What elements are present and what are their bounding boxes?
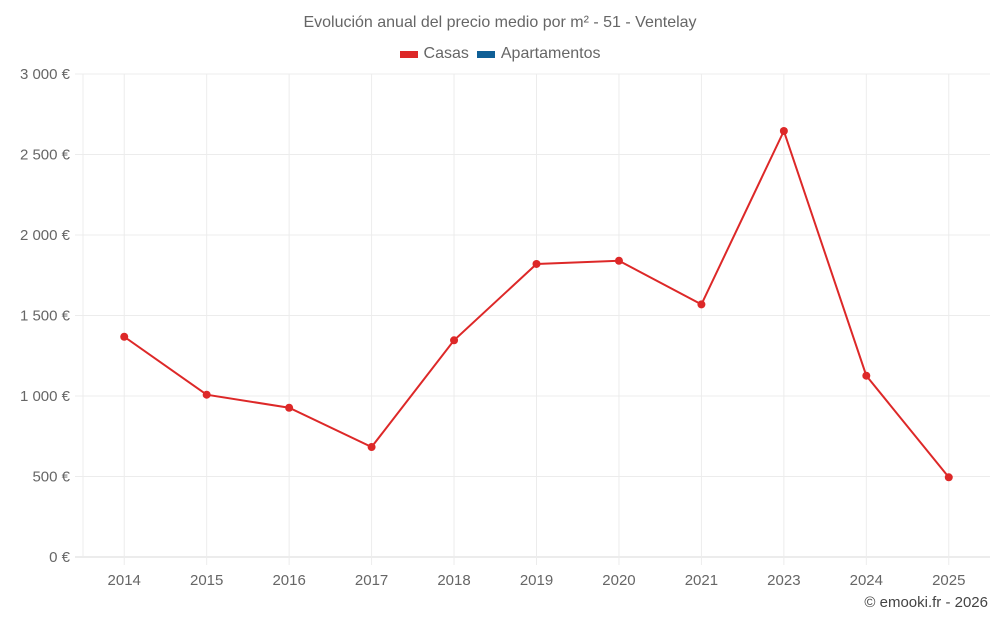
series-casas	[120, 126, 953, 482]
y-tick-label: 3 000 €	[20, 66, 71, 83]
y-tick-label: 500 €	[32, 469, 70, 486]
y-tick-label: 2 000 €	[20, 227, 71, 244]
x-tick-label: 2024	[850, 572, 883, 589]
data-point[interactable]	[202, 390, 211, 399]
y-axis: 0 € 500 € 1 000 € 1 500 € 2 000 € 2 500 € 3 00…	[20, 66, 71, 566]
y-tick-label: 2 500 €	[20, 147, 71, 164]
x-tick-label: 2018	[437, 572, 470, 589]
x-tick-label: 2020	[602, 572, 635, 589]
data-point[interactable]	[450, 336, 459, 345]
data-point[interactable]	[862, 371, 871, 380]
y-tick-label: 1 500 €	[20, 308, 71, 325]
x-tick-label: 2016	[272, 572, 305, 589]
data-point[interactable]	[614, 256, 623, 265]
data-point[interactable]	[120, 332, 129, 341]
x-axis: 2014 2015 2016 2017 2018 2019 2020 2021 2023 2024…	[108, 572, 966, 589]
y-tick-label: 1 000 €	[20, 388, 71, 405]
legend-label: Casas	[423, 45, 469, 62]
data-point[interactable]	[697, 300, 706, 309]
legend-label: Apartamentos	[500, 45, 601, 62]
legend-item-casas[interactable]: Casas	[399, 45, 469, 63]
data-point[interactable]	[532, 259, 541, 268]
y-tick-label: 0 €	[49, 549, 71, 566]
credit-text: © emooki.fr - 2026	[864, 594, 988, 611]
data-point[interactable]	[285, 403, 294, 412]
x-tick-label: 2014	[108, 572, 141, 589]
casas-swatch-icon	[399, 50, 418, 58]
legend: Casas Apartamentos	[0, 45, 1000, 63]
data-point[interactable]	[944, 473, 953, 482]
gridlines	[75, 73, 990, 565]
legend-item-apartamentos[interactable]: Apartamentos	[476, 45, 601, 63]
x-tick-label: 2017	[355, 572, 388, 589]
x-tick-label: 2025	[932, 572, 965, 589]
data-point[interactable]	[367, 443, 376, 452]
x-tick-label: 2021	[685, 572, 718, 589]
apartamentos-swatch-icon	[476, 50, 495, 58]
chart-title: Evolución anual del precio medio por m² …	[303, 14, 697, 31]
x-tick-label: 2019	[520, 572, 553, 589]
x-tick-label: 2015	[190, 572, 223, 589]
data-point[interactable]	[779, 126, 788, 135]
x-tick-label: 2023	[767, 572, 800, 589]
